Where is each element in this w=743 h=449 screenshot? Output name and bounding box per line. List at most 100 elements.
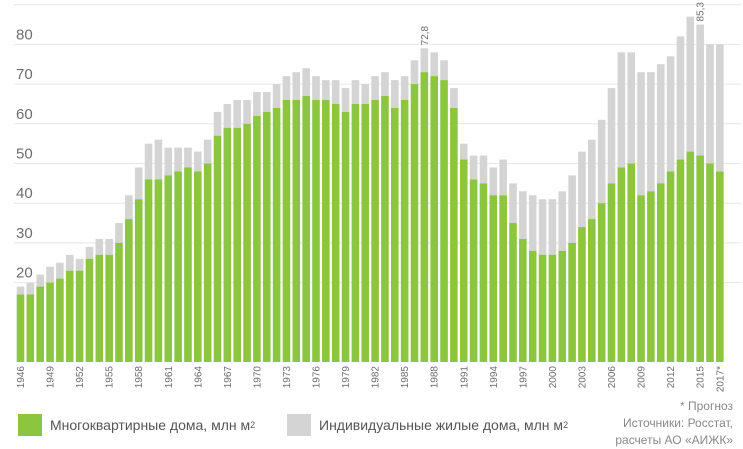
bar-individual-1963 <box>184 147 192 168</box>
y-tick-label: 90 <box>16 0 33 4</box>
bar-individual-1975 <box>302 68 310 97</box>
x-tick-label: 1985 <box>400 366 411 389</box>
bar-individual-1992 <box>469 155 478 180</box>
bar-multi-2012 <box>666 171 675 362</box>
bar-multi-1983 <box>381 96 389 362</box>
bar-multi-1978 <box>331 103 340 362</box>
bar-individual-1990 <box>450 88 458 108</box>
bars-group <box>16 16 724 363</box>
bar-individual-1977 <box>322 80 330 100</box>
bar-multi-1954 <box>95 254 104 362</box>
y-tick-label: 80 <box>16 26 33 43</box>
bar-individual-1956 <box>115 223 123 243</box>
bar-individual-2006 <box>607 88 616 184</box>
bar-multi-2005 <box>597 203 606 362</box>
bar-individual-1968 <box>233 99 241 128</box>
bar-multi-1977 <box>322 99 330 362</box>
bar-individual-2002 <box>568 175 576 243</box>
bar-multi-2008 <box>627 163 635 362</box>
bar-multi-1948 <box>36 286 44 362</box>
bar-multi-1986 <box>410 84 419 362</box>
bar-multi-1979 <box>341 111 350 362</box>
bar-individual-1951 <box>65 254 74 271</box>
bar-individual-1950 <box>56 262 64 279</box>
bar-individual-1960 <box>154 139 163 180</box>
x-tick-label: 1958 <box>134 366 145 389</box>
bar-multi-1985 <box>400 99 409 362</box>
bar-multi-1976 <box>312 99 320 362</box>
legend-swatch-multi <box>18 414 42 436</box>
bar-multi-1966 <box>213 135 222 362</box>
bar-multi-1984 <box>391 107 399 362</box>
bar-individual-2013 <box>676 36 685 160</box>
bar-individual-1999 <box>538 199 547 255</box>
bar-multi-1955 <box>105 254 113 362</box>
bar-individual-1952 <box>75 258 84 271</box>
bar-multi-2017 <box>716 171 724 362</box>
y-tick-label: 30 <box>16 225 33 242</box>
x-tick-label: 1952 <box>75 366 86 389</box>
bar-multi-1994 <box>489 195 498 362</box>
bar-individual-1998 <box>528 195 537 251</box>
y-tick-label: 60 <box>16 106 33 123</box>
bar-multi-1988 <box>430 76 438 362</box>
x-tick-label: 1976 <box>312 366 323 389</box>
x-tick-label: 1946 <box>16 366 27 389</box>
housing-construction-chart: 20 30 40 50 60 70 80 90 1946 1949 1952 1955 1958 196… <box>14 0 741 392</box>
bar-multi-1981 <box>361 103 370 362</box>
bar-multi-1998 <box>528 250 537 362</box>
bar-individual-1985 <box>400 76 409 100</box>
bar-individual-2007 <box>617 52 626 168</box>
bar-multi-1991 <box>459 159 468 362</box>
bar-multi-1993 <box>479 183 488 362</box>
bar-multi-2003 <box>578 227 586 362</box>
legend-label-multi: Многоквартирные дома, млн м <box>50 417 251 433</box>
bar-individual-1978 <box>331 80 340 104</box>
bar-individual-1987 <box>420 48 429 73</box>
bar-individual-1957 <box>125 195 133 220</box>
x-tick-label: 2015 <box>696 366 707 389</box>
bar-multi-2004 <box>588 219 596 362</box>
bar-individual-2010 <box>647 72 655 192</box>
bar-multi-1965 <box>203 163 212 362</box>
bar-multi-1950 <box>56 278 64 362</box>
bar-multi-1974 <box>292 99 301 362</box>
bar-multi-1947 <box>26 294 35 362</box>
bar-multi-1999 <box>538 254 547 362</box>
y-tick-label: 70 <box>16 66 33 83</box>
bar-individual-1966 <box>213 111 222 136</box>
x-tick-label: 1994 <box>489 366 500 389</box>
x-tick-label: 1970 <box>252 366 263 389</box>
bar-individual-2008 <box>627 52 635 164</box>
bar-individual-1970 <box>253 92 261 116</box>
bar-individual-1993 <box>479 155 488 184</box>
bar-multi-1964 <box>194 171 202 362</box>
y-tick-label: 50 <box>16 146 33 163</box>
bar-multi-1952 <box>75 270 84 362</box>
x-tick-label: 1949 <box>46 366 57 389</box>
bar-multi-1967 <box>223 127 232 363</box>
bar-individual-1986 <box>410 60 419 85</box>
annotations: 72,8 85,3 <box>420 2 707 46</box>
bar-individual-1971 <box>262 92 271 112</box>
y-axis-tick-labels: 20 30 40 50 60 70 80 90 <box>16 0 33 282</box>
bar-individual-1994 <box>489 167 498 196</box>
bar-multi-1957 <box>125 219 133 362</box>
x-tick-label: 2017* <box>715 366 726 392</box>
bar-multi-1970 <box>253 115 261 362</box>
bar-multi-1980 <box>351 103 360 362</box>
bar-multi-1953 <box>85 258 94 362</box>
bar-individual-1947 <box>26 282 35 295</box>
legend-label-indiv: Индивидуальные жилые дома, млн м <box>319 417 564 433</box>
bar-multi-2007 <box>617 167 626 362</box>
bar-individual-2012 <box>666 56 675 172</box>
bar-individual-2003 <box>578 151 586 228</box>
bar-multi-1971 <box>262 111 271 362</box>
bar-individual-1996 <box>509 183 517 224</box>
bar-multi-1968 <box>233 127 241 363</box>
legend-sup-indiv: 2 <box>563 420 569 430</box>
bar-individual-1967 <box>223 103 232 128</box>
bar-multi-1990 <box>450 107 458 362</box>
bar-multi-2002 <box>568 242 576 362</box>
